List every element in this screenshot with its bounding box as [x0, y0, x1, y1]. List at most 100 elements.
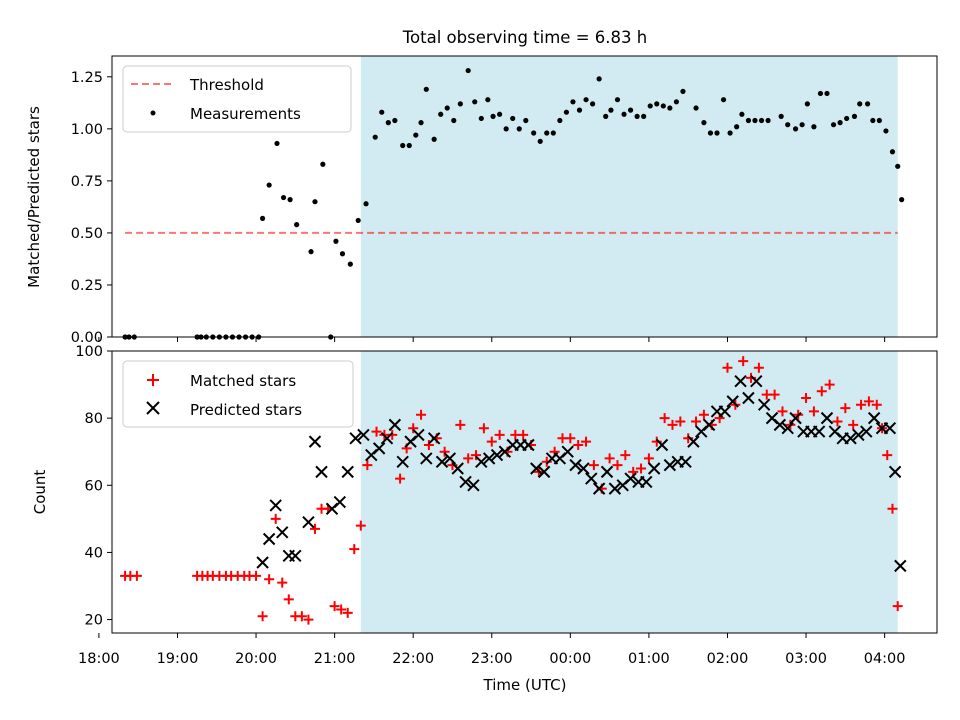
y-tick-label: 0.25: [71, 278, 103, 294]
x-tick-label: 23:00: [471, 651, 513, 667]
predicted-star-point: [412, 428, 425, 442]
x-tick-label: 18:00: [78, 651, 120, 667]
predicted-star-point: [663, 458, 677, 472]
predicted-star-point: [256, 556, 269, 569]
predicted-star-point: [475, 455, 488, 468]
predicted-star-point: [655, 438, 669, 452]
measurement-point: [876, 117, 882, 124]
predicted-star-point: [742, 391, 755, 405]
matched-star-point: [329, 601, 340, 612]
predicted-star-point: [482, 452, 496, 465]
predicted-star-point: [883, 422, 897, 435]
predicted-star-point: [734, 375, 747, 388]
measurement-point: [570, 99, 576, 105]
y-tick-label: 80: [85, 411, 103, 427]
legend-measurements-swatch: [150, 110, 156, 116]
matched-star-point: [643, 453, 654, 464]
measurement-point: [778, 113, 784, 119]
matched-star-point: [387, 429, 398, 440]
predicted-stars-points: [256, 375, 907, 573]
measurement-point: [895, 163, 901, 169]
legend-matched-swatch: [147, 374, 159, 386]
y-tick-label: 0.50: [71, 226, 103, 242]
matched-star-point: [871, 399, 882, 410]
measurement-point: [899, 197, 905, 203]
x-tick-label: 02:00: [707, 651, 749, 667]
measurement-point: [490, 113, 496, 119]
measurement-point: [883, 128, 889, 134]
matched-star-point: [816, 386, 827, 397]
x-tick-label: 19:00: [157, 651, 199, 667]
x-tick-label: 03:00: [785, 651, 827, 667]
measurement-point: [792, 126, 799, 132]
predicted-star-point: [427, 432, 441, 445]
measurement-point: [423, 86, 429, 92]
legend-predicted-label: Predicted stars: [190, 401, 302, 419]
chart-title: Total observing time = 6.83 h: [402, 28, 647, 47]
matched-star-point: [362, 460, 373, 471]
predicted-star-point: [577, 462, 590, 475]
matched-star-point: [463, 453, 474, 464]
measurement-point: [641, 113, 647, 119]
measurement-point: [457, 101, 463, 107]
predicted-star-point: [640, 475, 653, 489]
x-tick-label: 20:00: [235, 651, 277, 667]
measurement-point: [287, 197, 293, 203]
measurement-point: [557, 117, 563, 124]
predicted-star-point: [349, 432, 362, 445]
matched-star-point: [840, 403, 851, 414]
measurement-point: [259, 215, 266, 221]
matched-star-point: [408, 423, 419, 434]
predicted-star-point: [702, 418, 716, 432]
measurement-point: [837, 120, 843, 126]
matched-star-point: [251, 570, 262, 581]
matched-star-point: [801, 393, 812, 403]
predicted-star-point: [269, 499, 282, 512]
predicted-star-point: [860, 425, 873, 438]
measurement-point: [844, 115, 850, 122]
matched-star-point: [131, 570, 142, 581]
measurement-point: [889, 149, 896, 155]
predicted-star-point: [561, 445, 574, 458]
bottom-y-axis-ticks: 20 40 60 80 100: [75, 344, 112, 629]
matched-star-point: [887, 503, 898, 514]
legend-measurements-label: Measurements: [190, 105, 301, 123]
x-tick-label: 22:00: [392, 651, 434, 667]
matched-star-point: [257, 611, 268, 622]
predicted-star-point: [718, 405, 732, 418]
matched-star-point: [848, 419, 859, 430]
predicted-star-point: [789, 411, 802, 425]
y-tick-label: 0.00: [71, 330, 103, 346]
matched-star-point: [604, 453, 615, 464]
matched-star-point: [620, 450, 631, 461]
predicted-star-point: [867, 411, 881, 425]
predicted-star-point: [608, 482, 622, 495]
matched-star-point: [264, 574, 275, 585]
measurement-point: [385, 120, 391, 126]
predicted-star-point: [894, 559, 907, 573]
matched-star-point: [573, 440, 584, 450]
measurement-point: [680, 88, 686, 94]
bottom-plot-frame: [111, 350, 938, 634]
measurement-point: [531, 130, 537, 136]
measurement-point: [503, 126, 509, 132]
measurement-point: [752, 117, 758, 124]
predicted-star-point: [750, 375, 763, 388]
measurement-point: [673, 99, 680, 105]
measurement-point: [431, 136, 437, 142]
predicted-star-point: [388, 418, 402, 432]
measurement-point: [379, 109, 385, 115]
predicted-star-point: [333, 495, 347, 509]
measurement-point: [857, 101, 863, 107]
y-tick-label: 0.75: [71, 174, 103, 190]
predicted-star-point: [289, 549, 302, 562]
measurement-point: [727, 130, 733, 136]
measurement-point: [660, 103, 666, 109]
measurement-point: [355, 217, 361, 224]
predicted-star-point: [380, 432, 394, 445]
measurement-point: [824, 90, 830, 97]
measurement-point: [312, 199, 318, 205]
measurement-points: [122, 67, 905, 340]
x-tick-label: 01:00: [628, 651, 670, 667]
